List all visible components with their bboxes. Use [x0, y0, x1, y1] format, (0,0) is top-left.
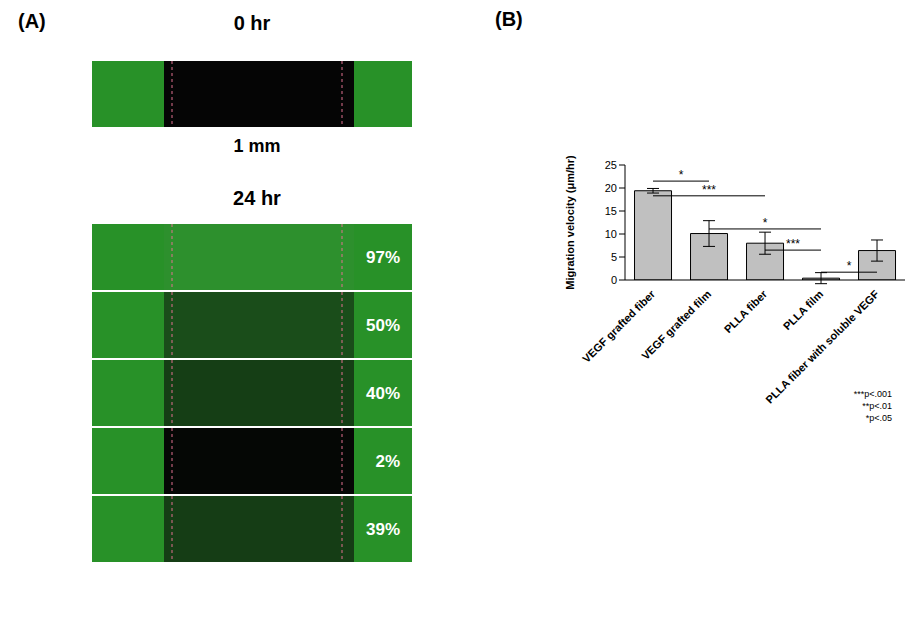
svg-text:24 hr: 24 hr — [233, 187, 281, 209]
svg-text:***: *** — [702, 183, 716, 197]
svg-text:97%: 97% — [366, 248, 400, 267]
svg-text:0: 0 — [611, 274, 617, 286]
svg-text:Migration velocity (μm/hr): Migration velocity (μm/hr) — [564, 155, 576, 290]
svg-text:VEGF grafted film: VEGF grafted film — [639, 288, 713, 362]
svg-text:*: * — [679, 168, 684, 182]
svg-text:PLLA fiber: PLLA fiber — [722, 287, 770, 335]
svg-text:50%: 50% — [366, 316, 400, 335]
svg-text:*: * — [847, 259, 852, 273]
svg-text:40%: 40% — [366, 384, 400, 403]
svg-text:PLLA fiber with soluble VEGF: PLLA fiber with soluble VEGF — [763, 288, 881, 406]
svg-text:*: * — [763, 216, 768, 230]
svg-text:10: 10 — [605, 228, 617, 240]
svg-text:39%: 39% — [366, 520, 400, 539]
svg-text:1 mm: 1 mm — [233, 136, 280, 156]
svg-text:0 hr: 0 hr — [234, 12, 271, 34]
svg-text:***: *** — [786, 237, 800, 251]
svg-text:2%: 2% — [375, 452, 400, 471]
svg-text:20: 20 — [605, 182, 617, 194]
svg-text:(A): (A) — [18, 10, 46, 32]
svg-text:15: 15 — [605, 205, 617, 217]
svg-text:PLLA film: PLLA film — [781, 288, 826, 333]
svg-text:5: 5 — [611, 251, 617, 263]
svg-text:25: 25 — [605, 159, 617, 171]
